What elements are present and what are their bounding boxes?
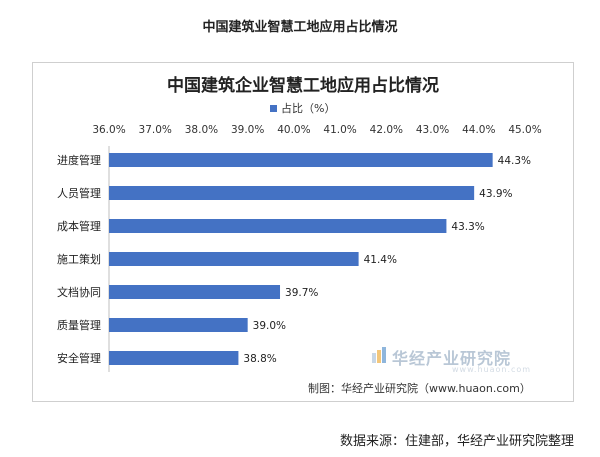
y-category-label: 质量管理	[57, 318, 101, 332]
bar	[109, 318, 248, 332]
data-source-note: 数据来源：住建部，华经产业研究院整理	[339, 434, 574, 449]
y-category-label: 进度管理	[57, 153, 101, 167]
bar	[109, 351, 239, 365]
bar	[109, 186, 475, 200]
bar-value-label: 43.3%	[451, 221, 484, 233]
watermark-url: www.huaon.com	[452, 365, 532, 374]
bar	[109, 252, 359, 266]
chart-container: 中国建筑企业智慧工地应用占比情况 占比（%） 36.0% 37.0% 38.0% 39…	[32, 62, 574, 402]
bar	[109, 153, 493, 167]
y-category-label: 成本管理	[57, 219, 101, 233]
bar-value-label: 44.3%	[498, 155, 531, 167]
bar-value-label: 41.4%	[364, 254, 397, 266]
y-category-label: 施工策划	[57, 252, 101, 266]
chart-title: 中国建筑企业智慧工地应用占比情况	[167, 75, 439, 96]
x-tick-label: 42.0%	[370, 124, 403, 136]
bar-chart: 中国建筑企业智慧工地应用占比情况 占比（%） 36.0% 37.0% 38.0% 39…	[57, 75, 542, 372]
x-tick-label: 43.0%	[416, 124, 449, 136]
bar-value-label: 43.9%	[479, 188, 512, 200]
page-title: 中国建筑业智慧工地应用占比情况	[202, 20, 398, 35]
legend-swatch	[270, 105, 277, 112]
y-category-label: 文档协同	[57, 285, 101, 299]
y-category-label: 人员管理	[57, 186, 101, 200]
y-category-label: 安全管理	[57, 351, 101, 365]
bar	[109, 285, 281, 299]
bar	[109, 219, 447, 233]
x-tick-label: 40.0%	[277, 124, 310, 136]
bar-value-label: 39.7%	[285, 287, 318, 299]
watermark-brand: 华经产业研究院	[392, 349, 512, 368]
x-tick-label: 37.0%	[139, 124, 172, 136]
x-tick-label: 45.0%	[508, 124, 541, 136]
x-tick-label: 39.0%	[231, 124, 264, 136]
bar-value-label: 39.0%	[253, 320, 286, 332]
chart-credit: 制图：华经产业研究院（www.huaon.com）	[308, 382, 531, 395]
watermark-logo-icon	[372, 347, 386, 363]
x-tick-label: 41.0%	[323, 124, 356, 136]
legend-label: 占比（%）	[281, 101, 335, 115]
x-tick-label: 38.0%	[185, 124, 218, 136]
x-tick-label: 36.0%	[92, 124, 125, 136]
bar-value-label: 38.8%	[243, 353, 276, 365]
x-tick-label: 44.0%	[462, 124, 495, 136]
